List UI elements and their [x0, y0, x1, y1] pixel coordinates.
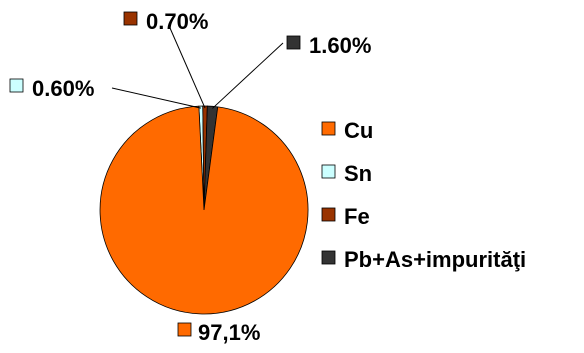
data-label-marker-0 — [177, 322, 192, 337]
legend-swatch-3 — [321, 250, 336, 265]
leader-line-2 — [169, 27, 206, 109]
pie-slice-cu — [99, 105, 309, 315]
pie-slices — [99, 105, 309, 315]
legend-label-1: Sn — [344, 161, 372, 186]
leader-line-3 — [212, 42, 284, 109]
data-labels: 97,1% 0.60% 0.70% 1.60% — [9, 9, 371, 345]
legend-swatch-2 — [321, 207, 336, 222]
data-label-marker-2 — [123, 11, 138, 26]
data-label-marker-3 — [286, 35, 301, 50]
legend-swatch-1 — [321, 164, 336, 179]
legend: Cu Sn Fe Pb+As+impurităţi — [321, 118, 526, 272]
data-label-3: 1.60% — [309, 33, 371, 58]
leader-lines — [111, 27, 284, 109]
data-label-marker-1 — [9, 78, 24, 93]
leader-line-1 — [111, 87, 201, 109]
legend-label-3: Pb+As+impurităţi — [344, 247, 526, 272]
data-label-1: 0.60% — [32, 76, 94, 101]
data-label-2: 0.70% — [146, 9, 208, 34]
data-label-0: 97,1% — [198, 320, 260, 345]
legend-label-2: Fe — [344, 204, 370, 229]
legend-label-0: Cu — [344, 118, 373, 143]
legend-swatch-0 — [321, 121, 336, 136]
